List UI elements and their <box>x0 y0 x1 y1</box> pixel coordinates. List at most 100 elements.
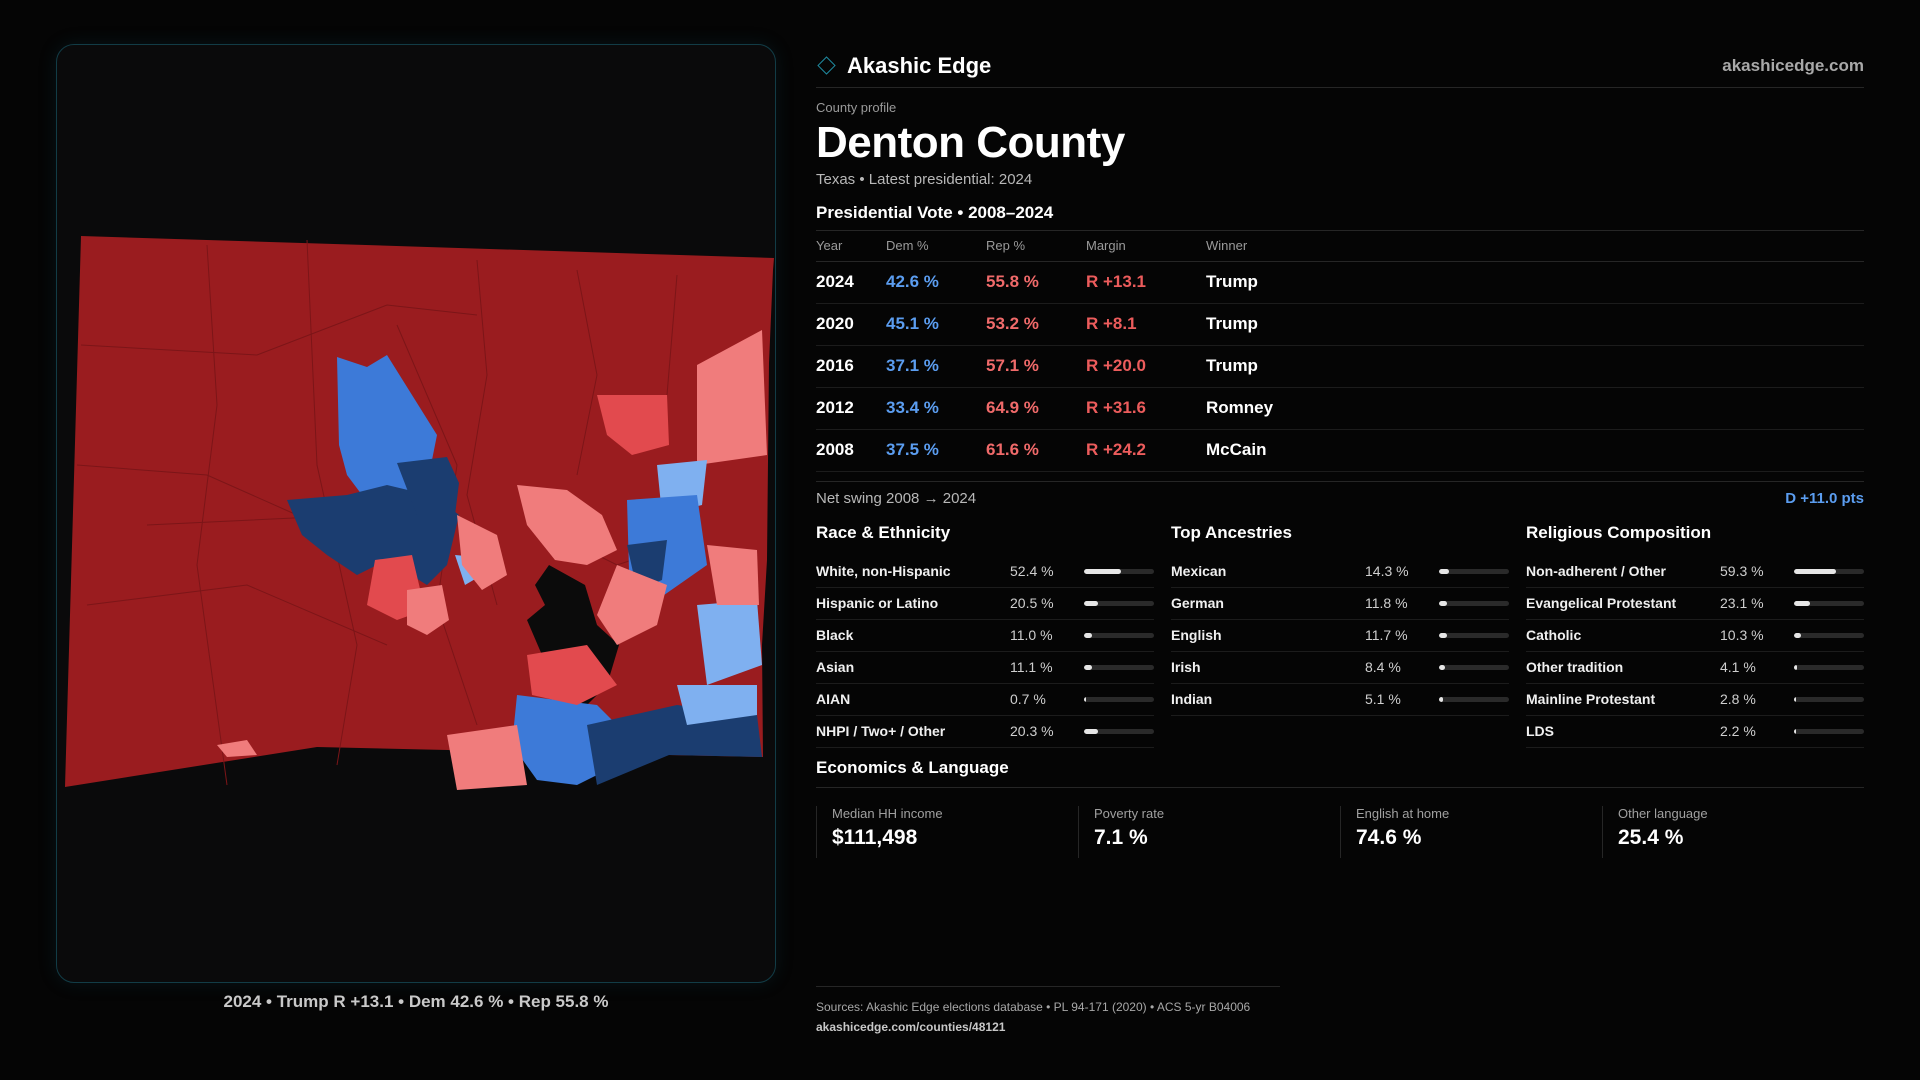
margin-cell: R +13.1 <box>1086 261 1206 304</box>
list-item: NHPI / Two+ / Other 20.3 % <box>816 716 1154 748</box>
item-value: 11.1 % <box>1010 659 1053 675</box>
share-bar <box>1439 568 1509 574</box>
item-label: Asian <box>816 659 855 675</box>
item-value: 14.3 % <box>1365 563 1409 579</box>
stat-label: Other language <box>1618 805 1708 821</box>
precinct-group-east-tilt-r-north <box>697 330 767 465</box>
share-bar-fill <box>1439 600 1448 606</box>
item-label: AIAN <box>816 691 851 707</box>
dem-cell: 42.6 % <box>886 261 986 304</box>
religion-section-title: Religious Composition <box>1526 522 1712 542</box>
rep-cell: 55.8 % <box>986 261 1086 304</box>
table-row: 2008 37.5 % 61.6 % R +24.2 McCain <box>816 429 1864 472</box>
table-row: 2024 42.6 % 55.8 % R +13.1 Trump <box>816 261 1864 304</box>
county-profile: Akashic Edge akashicedge.com County prof… <box>816 44 1864 858</box>
item-label: LDS <box>1526 723 1554 739</box>
county-map-panel[interactable] <box>56 44 776 983</box>
precinct-group-denton-tilt-r <box>407 585 449 635</box>
share-bar-fill <box>1084 728 1099 734</box>
precinct-group-east-tilt-r <box>517 485 617 565</box>
list-item: Non-adherent / Other 59.3 % <box>1526 556 1864 588</box>
item-label: Black <box>816 627 854 643</box>
precinct-group-east-tilt-r-mid <box>597 565 667 645</box>
sources-footer: Sources: Akashic Edge elections database… <box>816 986 1280 1037</box>
list-item: Hispanic or Latino 20.5 % <box>816 588 1154 620</box>
share-bar <box>1439 600 1509 606</box>
year-cell: 2008 <box>816 429 886 472</box>
list-item: AIAN 0.7 % <box>816 684 1154 716</box>
net-swing-value: D +11.0 pts <box>1785 489 1864 507</box>
share-bar <box>1084 664 1154 670</box>
item-label: Mexican <box>1171 563 1227 579</box>
rep-cell: 61.6 % <box>986 429 1086 472</box>
item-value: 10.3 % <box>1720 627 1764 643</box>
list-item: Black 11.0 % <box>816 620 1154 652</box>
map-caption: 2024 • Trump R +13.1 • Dem 42.6 % • Rep … <box>223 992 609 1011</box>
table-row: 2020 45.1 % 53.2 % R +8.1 Trump <box>816 303 1864 346</box>
stat-card-english-at-home: English at home 74.6 % <box>1340 805 1602 858</box>
dem-cell: 37.1 % <box>886 345 986 388</box>
stat-value: 74.6 % <box>1356 825 1422 849</box>
item-label: Irish <box>1171 659 1201 675</box>
item-value: 0.7 % <box>1010 691 1046 707</box>
dem-cell: 37.5 % <box>886 429 986 472</box>
county-url-link[interactable]: akashicedge.com/counties/48121 <box>816 1020 1006 1034</box>
share-bar <box>1084 728 1154 734</box>
net-swing-label: Net swing 2008 → 2024 <box>816 489 977 507</box>
item-value: 11.8 % <box>1365 595 1408 611</box>
share-bar-fill <box>1794 728 1796 734</box>
ancestry-section: Top Ancestries Mexican 14.3 % German 11.8 %… <box>1171 523 1509 748</box>
list-item: Mainline Protestant 2.8 % <box>1526 684 1864 716</box>
share-bar <box>1439 632 1509 638</box>
stat-label: Median HH income <box>832 805 943 821</box>
precinct-group-south-lean-r <box>527 645 617 705</box>
brand-name: Akashic Edge <box>847 52 992 78</box>
rep-cell: 64.9 % <box>986 387 1086 430</box>
list-item: White, non-Hispanic 52.4 % <box>816 556 1154 588</box>
table-row: 2012 33.4 % 64.9 % R +31.6 Romney <box>816 387 1864 430</box>
share-bar-fill <box>1439 664 1445 670</box>
list-item: Irish 8.4 % <box>1171 652 1509 684</box>
list-item: German 11.8 % <box>1171 588 1509 620</box>
share-bar <box>1794 696 1864 702</box>
item-label: Mainline Protestant <box>1526 691 1656 707</box>
brand-url-link[interactable]: akashicedge.com <box>1722 55 1864 75</box>
column-header-year: Year <box>816 231 886 262</box>
dem-cell: 45.1 % <box>886 303 986 346</box>
column-header-dem: Dem % <box>886 231 986 262</box>
list-item: Indian 5.1 % <box>1171 684 1509 716</box>
precinct-group-south-safe-d <box>587 705 762 785</box>
column-header-margin: Margin <box>1086 231 1206 262</box>
share-bar-fill <box>1794 632 1802 638</box>
share-bar-fill <box>1794 600 1811 606</box>
demographics: Race & Ethnicity White, non-Hispanic 52.4… <box>816 523 1864 748</box>
item-label: Catholic <box>1526 627 1582 643</box>
item-value: 23.1 % <box>1720 595 1764 611</box>
stat-card-median-income: Median HH income $111,498 <box>816 805 1078 858</box>
net-swing: Net swing 2008 → 2024 D +11.0 pts <box>816 480 1864 507</box>
vote-table: Year Dem % Rep % Margin Winner 2024 42.6… <box>816 231 1864 472</box>
share-bar <box>1794 664 1864 670</box>
precinct-group-east-tilt-d-south <box>697 600 762 685</box>
share-bar-fill <box>1439 568 1449 574</box>
share-bar <box>1084 568 1154 574</box>
margin-cell: R +31.6 <box>1086 387 1206 430</box>
share-bar <box>1084 600 1154 606</box>
column-header-winner: Winner <box>1206 231 1864 262</box>
winner-cell: Trump <box>1206 345 1864 388</box>
year-cell: 2020 <box>816 303 886 346</box>
share-bar <box>1794 568 1864 574</box>
item-value: 20.5 % <box>1010 595 1054 611</box>
brand[interactable]: Akashic Edge <box>816 53 991 79</box>
table-row: 2016 37.1 % 57.1 % R +20.0 Trump <box>816 345 1864 388</box>
header: Akashic Edge akashicedge.com <box>816 44 1864 88</box>
county-map[interactable] <box>57 45 776 983</box>
economics-section-title: Economics & Language <box>816 758 1864 788</box>
stat-label: Poverty rate <box>1094 805 1165 821</box>
share-bar-fill <box>1084 600 1099 606</box>
share-bar-fill <box>1084 696 1086 702</box>
list-item: LDS 2.2 % <box>1526 716 1864 748</box>
item-label: English <box>1171 627 1222 643</box>
share-bar-fill <box>1439 696 1443 702</box>
winner-cell: Trump <box>1206 261 1864 304</box>
